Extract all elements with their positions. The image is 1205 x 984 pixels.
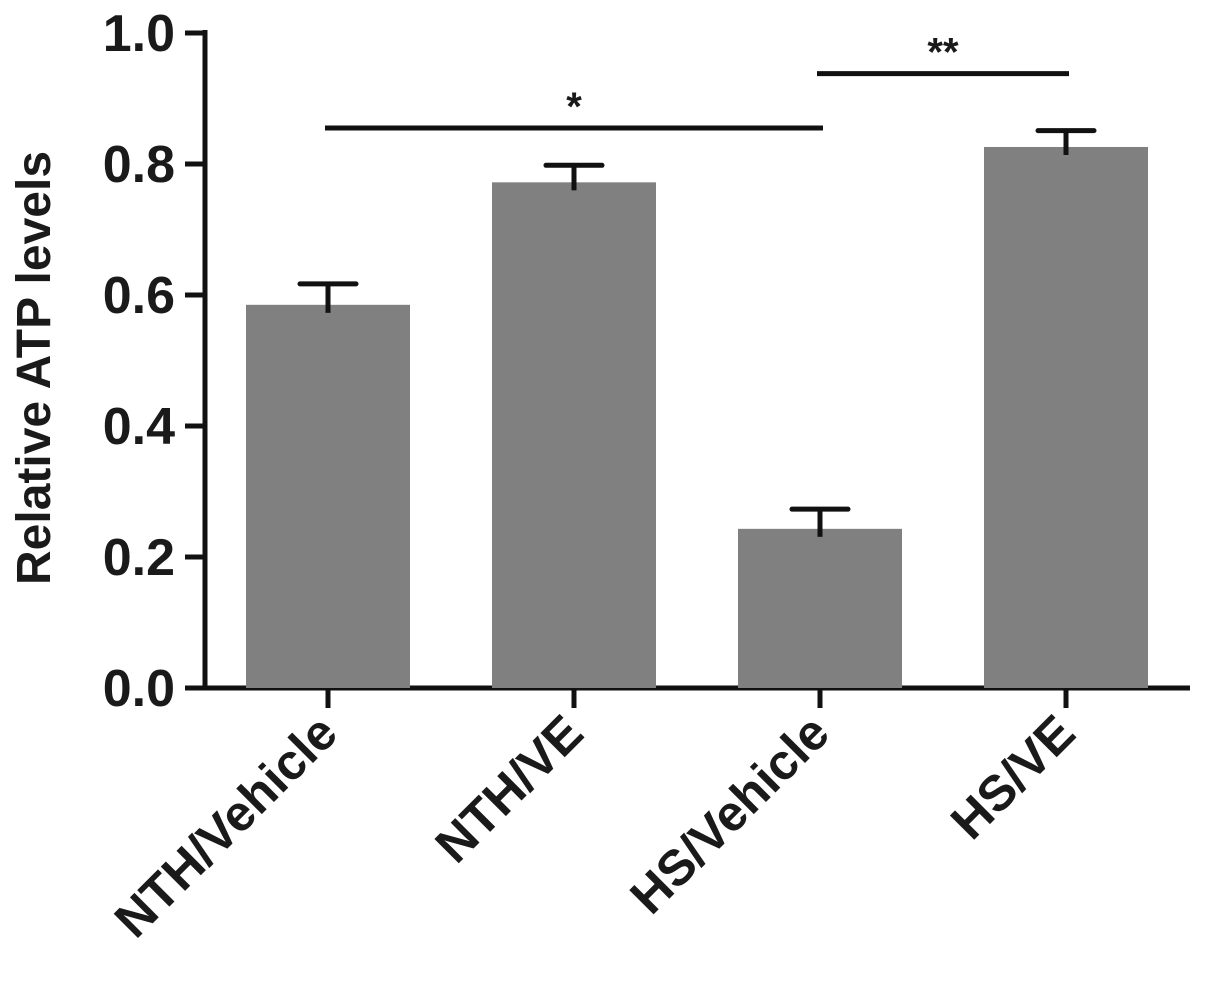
- y-tick-label: 0.8: [103, 136, 175, 194]
- x-tick-label: HS/VE: [940, 704, 1086, 850]
- y-tick-label: 1.0: [103, 5, 175, 63]
- x-tick-label: NTH/Vehicle: [104, 704, 348, 948]
- y-tick-label: 0.4: [103, 398, 175, 456]
- bar: [738, 528, 902, 688]
- y-axis-title: Relative ATP levels: [8, 151, 61, 585]
- x-tick-label: NTH/VE: [425, 704, 594, 873]
- y-tick-label: 0.0: [103, 660, 175, 718]
- y-tick-label: 0.6: [103, 267, 175, 325]
- bar: [246, 304, 410, 688]
- significance-label: **: [927, 31, 959, 75]
- y-tick-label: 0.2: [103, 529, 175, 587]
- bar: [984, 146, 1148, 689]
- significance-label: *: [566, 85, 582, 129]
- x-tick-label: HS/Vehicle: [619, 704, 839, 924]
- bar: [492, 182, 656, 688]
